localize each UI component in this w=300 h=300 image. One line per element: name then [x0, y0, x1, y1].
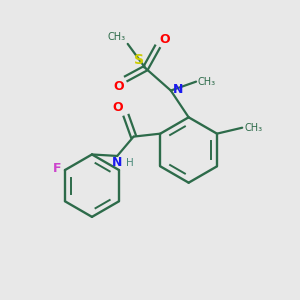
Text: CH₃: CH₃ — [108, 32, 126, 42]
Text: CH₃: CH₃ — [244, 123, 262, 133]
Text: F: F — [53, 162, 62, 175]
Text: O: O — [160, 33, 170, 46]
Text: N: N — [112, 156, 122, 169]
Text: CH₃: CH₃ — [198, 76, 216, 87]
Text: O: O — [113, 80, 124, 93]
Text: H: H — [125, 158, 133, 168]
Text: O: O — [112, 101, 123, 114]
Text: S: S — [134, 53, 144, 67]
Text: N: N — [173, 83, 184, 97]
